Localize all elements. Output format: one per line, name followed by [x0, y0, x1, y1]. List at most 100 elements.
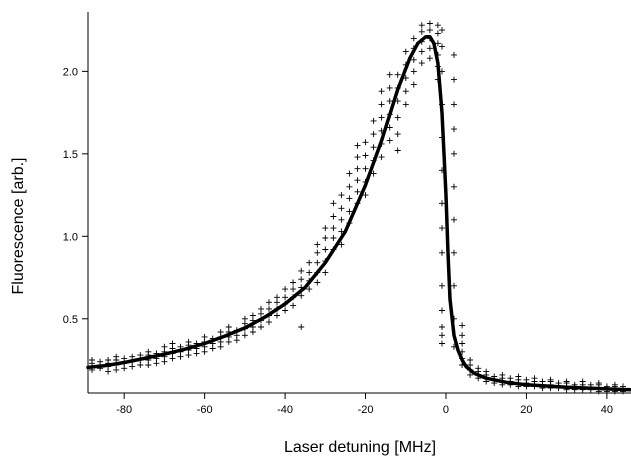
data-point — [330, 225, 337, 232]
data-point — [330, 200, 337, 207]
data-point — [394, 71, 401, 78]
x-tick-label: 0 — [443, 404, 449, 416]
data-point — [499, 371, 506, 378]
data-point — [354, 165, 361, 172]
data-point — [169, 340, 176, 347]
data-point — [439, 324, 445, 330]
data-point — [113, 353, 120, 360]
data-point — [451, 282, 457, 289]
data-point — [145, 348, 152, 355]
data-point — [378, 88, 385, 95]
data-point — [290, 286, 297, 293]
data-point — [290, 279, 297, 286]
data-point — [410, 56, 417, 63]
data-point — [338, 205, 345, 212]
data-point — [386, 84, 393, 91]
data-point — [451, 216, 457, 223]
x-tick-label: -20 — [358, 404, 374, 416]
data-point — [439, 340, 445, 347]
data-point — [129, 353, 136, 360]
data-point — [258, 305, 264, 312]
data-point — [346, 208, 353, 215]
data-point — [434, 22, 441, 29]
data-point — [314, 249, 321, 256]
data-point — [89, 357, 95, 363]
data-point — [439, 200, 445, 207]
data-point — [298, 267, 305, 274]
data-point — [241, 332, 248, 339]
data-point — [507, 375, 514, 382]
data-point — [249, 312, 256, 319]
data-point — [418, 60, 425, 67]
data-point — [274, 294, 280, 301]
data-point — [298, 276, 305, 283]
data-point — [439, 249, 445, 256]
data-point — [426, 45, 433, 52]
fit-curve-group — [86, 34, 631, 392]
data-point — [418, 48, 425, 55]
data-point — [439, 282, 445, 289]
data-point — [394, 114, 401, 121]
data-point — [378, 101, 385, 108]
data-point — [378, 114, 385, 121]
data-point — [451, 126, 457, 133]
data-point — [434, 30, 441, 37]
data-point — [362, 192, 369, 199]
data-point — [410, 35, 417, 42]
data-point — [225, 324, 232, 330]
data-point — [547, 376, 554, 383]
data-point — [410, 68, 417, 75]
data-point — [298, 324, 305, 330]
data-point — [370, 117, 377, 124]
data-point — [595, 380, 602, 387]
data-point — [362, 165, 369, 172]
data-point — [121, 355, 128, 362]
data-point — [322, 225, 329, 232]
data-point — [483, 368, 490, 375]
data-point — [185, 338, 192, 345]
data-point — [338, 241, 345, 248]
data-point — [611, 381, 618, 388]
data-point — [439, 43, 445, 50]
data-point — [531, 375, 538, 382]
data-point — [282, 286, 289, 293]
data-point — [322, 235, 329, 241]
data-point — [274, 312, 280, 319]
data-point — [386, 124, 393, 131]
data-point — [418, 22, 425, 29]
data-point — [402, 88, 409, 95]
data-point — [451, 51, 457, 58]
data-point — [306, 259, 313, 266]
data-point — [475, 365, 482, 372]
data-point — [539, 378, 546, 385]
data-point — [394, 131, 401, 138]
data-point — [563, 378, 570, 385]
data-point — [314, 279, 321, 286]
data-point — [105, 357, 112, 363]
data-point — [306, 269, 313, 276]
y-tick-label: 1.5 — [63, 149, 78, 161]
data-point — [402, 48, 409, 55]
data-point — [330, 235, 337, 241]
data-point — [451, 76, 457, 83]
data-point — [386, 71, 393, 78]
data-point — [258, 324, 264, 330]
data-point — [426, 27, 433, 34]
data-point — [354, 142, 361, 149]
data-point — [362, 139, 369, 146]
data-point — [306, 286, 313, 293]
data-point — [330, 213, 337, 220]
data-point — [370, 170, 377, 177]
data-point — [451, 249, 457, 256]
data-point — [386, 137, 393, 144]
data-point — [266, 305, 272, 312]
data-point — [439, 307, 445, 314]
data-point — [346, 170, 353, 177]
data-point — [354, 177, 361, 184]
data-point — [266, 299, 272, 306]
data-point — [241, 315, 248, 322]
data-point — [451, 150, 457, 157]
data-point — [459, 332, 466, 339]
data-point — [439, 332, 445, 339]
